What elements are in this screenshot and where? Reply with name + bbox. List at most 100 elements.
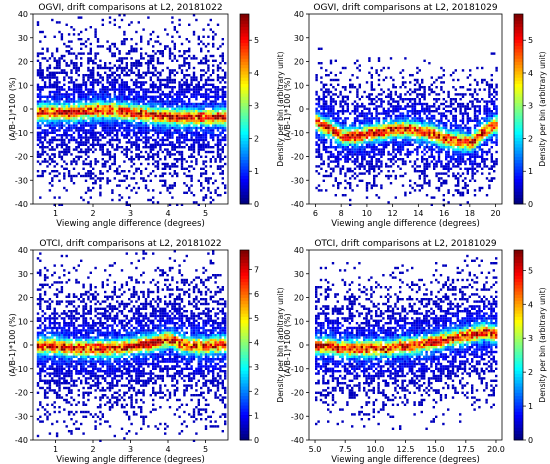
density-cell	[375, 122, 378, 125]
density-cell	[116, 98, 119, 101]
density-cell	[195, 107, 198, 110]
density-cell	[370, 186, 373, 190]
density-cell	[454, 141, 457, 144]
density-cell	[423, 158, 426, 161]
density-cell	[67, 150, 71, 154]
density-cell	[430, 105, 433, 108]
density-cell	[365, 182, 369, 185]
density-cell	[353, 143, 357, 146]
density-cell	[380, 138, 383, 142]
density-cell	[216, 146, 220, 149]
density-cell	[375, 100, 378, 103]
density-cell	[219, 172, 222, 175]
density-cell	[92, 114, 95, 118]
density-cell	[459, 153, 462, 156]
density-cell	[459, 150, 462, 154]
density-cell	[46, 134, 49, 137]
density-cell	[353, 136, 357, 139]
density-cell	[171, 196, 174, 199]
density-cell	[149, 95, 152, 98]
density-cell	[447, 129, 450, 132]
density-cell	[327, 90, 330, 94]
density-cell	[130, 165, 133, 168]
density-cell	[315, 110, 318, 113]
density-cell	[152, 71, 155, 74]
density-cell	[389, 141, 393, 144]
density-cell	[92, 66, 95, 70]
density-cell	[190, 78, 193, 82]
density-cell	[488, 129, 491, 132]
density-cell	[104, 124, 107, 127]
density-cell	[344, 86, 347, 89]
density-cell	[380, 98, 383, 101]
density-cell	[207, 177, 210, 180]
density-cell	[358, 105, 361, 108]
density-cell	[341, 110, 345, 113]
density-cell	[128, 148, 131, 151]
density-cell	[200, 105, 203, 108]
density-cell	[373, 155, 376, 158]
density-cell	[471, 150, 474, 154]
density-cell	[89, 126, 92, 130]
density-cell	[425, 162, 429, 166]
density-cell	[204, 112, 208, 115]
density-cell	[51, 119, 54, 122]
density-cell	[387, 88, 390, 91]
density-cell	[382, 112, 385, 115]
density-cell	[51, 18, 54, 22]
density-cell	[461, 148, 465, 151]
density-cell	[185, 62, 188, 65]
density-cell	[490, 138, 493, 142]
colorbar-step	[240, 147, 249, 151]
density-cell	[166, 93, 169, 96]
density-cell	[488, 124, 491, 127]
density-cell	[192, 14, 196, 17]
density-cell	[125, 131, 128, 134]
density-cell	[101, 66, 104, 70]
density-cell	[173, 122, 176, 125]
density-cell	[202, 141, 205, 144]
density-cell	[469, 162, 472, 166]
density-cell	[104, 131, 107, 134]
density-cell	[387, 177, 390, 180]
density-cell	[344, 179, 347, 182]
density-cell	[435, 146, 438, 149]
density-cell	[63, 117, 66, 120]
density-cell	[142, 102, 145, 106]
density-cell	[216, 114, 220, 118]
density-cell	[70, 76, 73, 79]
density-cell	[92, 98, 95, 101]
density-cell	[118, 98, 121, 101]
density-cell	[77, 38, 80, 41]
density-cell	[404, 119, 407, 122]
density-cell	[457, 165, 460, 168]
density-cell	[421, 122, 424, 125]
density-cell	[195, 114, 198, 118]
density-cell	[353, 124, 357, 127]
density-cell	[356, 90, 359, 94]
density-cell	[380, 148, 383, 151]
density-cell	[77, 66, 80, 70]
density-cell	[53, 203, 56, 206]
density-cell	[406, 117, 409, 120]
density-cell	[168, 76, 172, 79]
density-cell	[368, 165, 371, 168]
density-cell	[43, 170, 47, 173]
density-cell	[106, 122, 109, 125]
density-cell	[425, 126, 429, 130]
density-cell	[361, 134, 364, 137]
density-cell	[39, 141, 42, 144]
density-cell	[80, 150, 83, 154]
density-cell	[473, 194, 477, 197]
density-cell	[183, 138, 186, 142]
density-cell	[65, 74, 68, 77]
density-cell	[118, 86, 121, 89]
density-cell	[221, 78, 224, 82]
density-cell	[130, 93, 133, 96]
density-cell	[164, 162, 167, 166]
density-cell	[317, 122, 321, 125]
density-cell	[180, 114, 184, 118]
density-cell	[483, 129, 486, 132]
density-cell	[92, 112, 95, 115]
